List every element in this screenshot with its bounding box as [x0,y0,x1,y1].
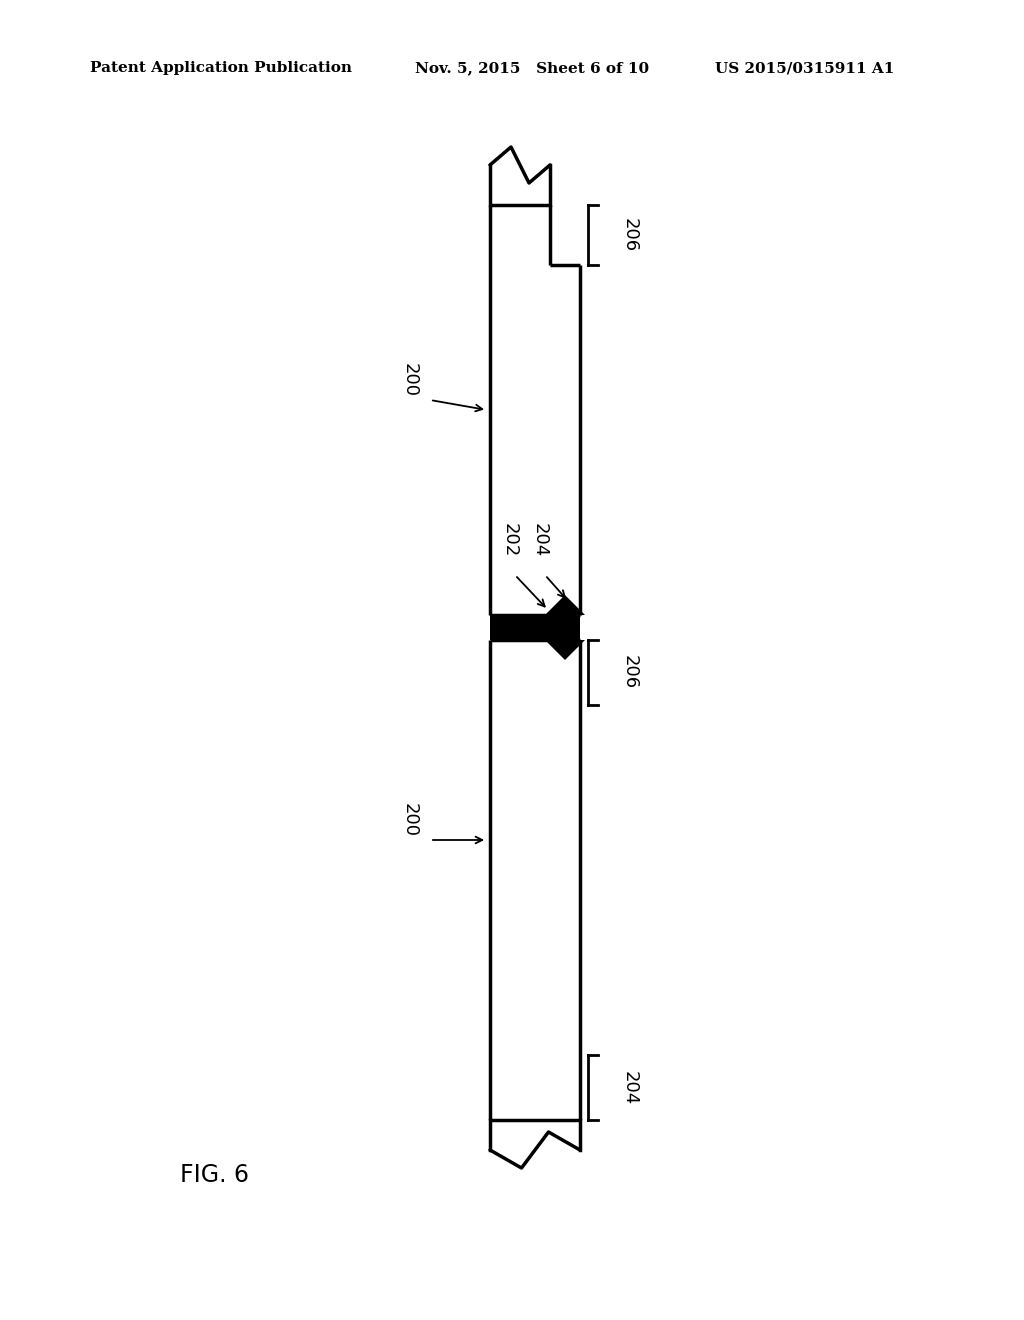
Text: 206: 206 [621,655,639,689]
Text: FIG. 6: FIG. 6 [180,1163,250,1187]
Text: 204: 204 [621,1071,639,1105]
Text: Nov. 5, 2015   Sheet 6 of 10: Nov. 5, 2015 Sheet 6 of 10 [415,61,649,75]
Text: 204: 204 [531,523,549,557]
Text: US 2015/0315911 A1: US 2015/0315911 A1 [715,61,894,75]
Polygon shape [490,595,585,660]
Text: 200: 200 [401,363,419,397]
Text: 206: 206 [621,218,639,252]
Text: Patent Application Publication: Patent Application Publication [90,61,352,75]
Text: 200: 200 [401,803,419,837]
Text: 202: 202 [501,523,519,557]
